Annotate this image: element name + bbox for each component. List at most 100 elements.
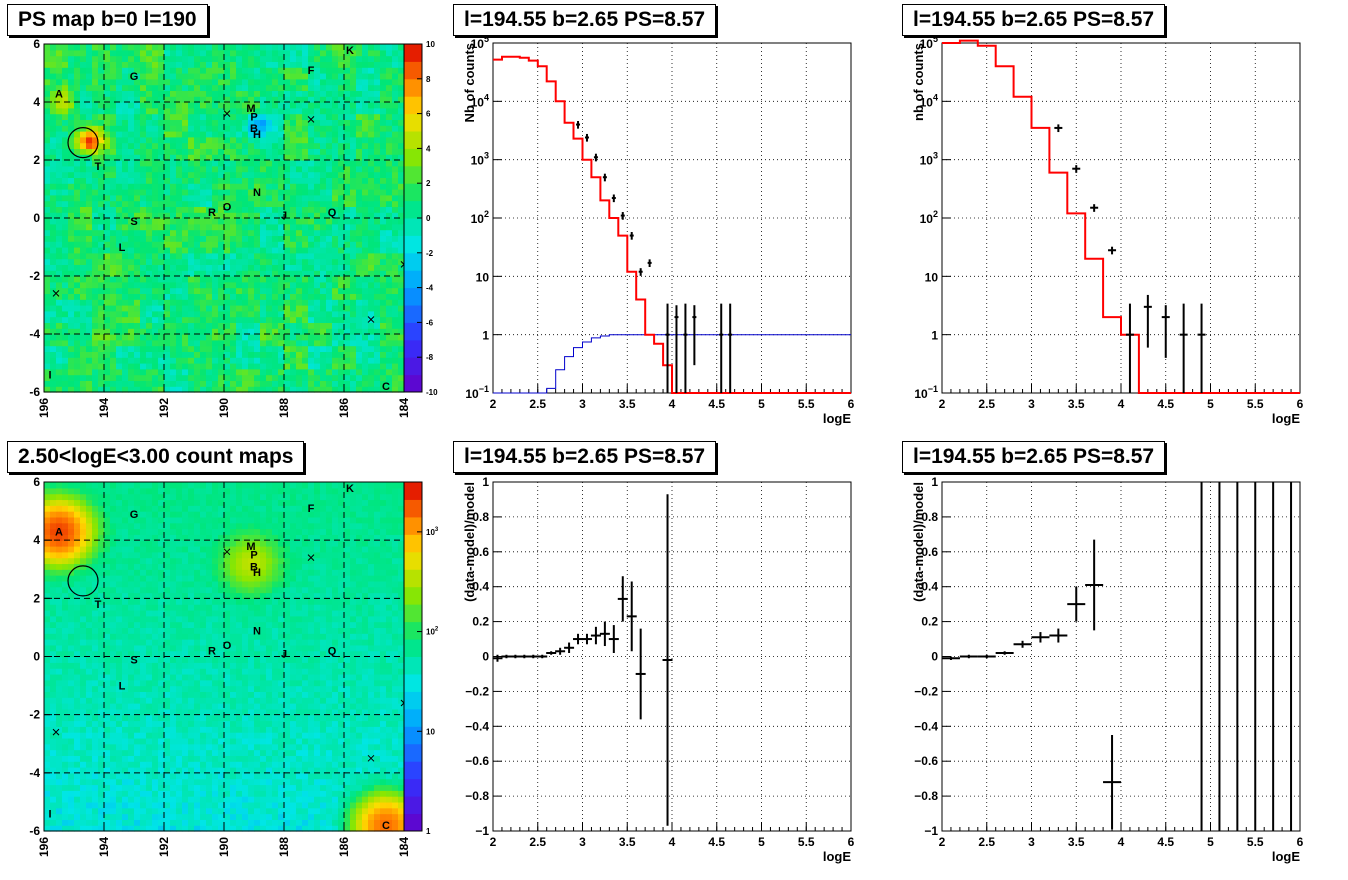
x-tick-label: 194: [97, 837, 111, 857]
y-tick-label: 0.2: [472, 615, 489, 629]
source-label: T: [95, 161, 102, 173]
psmap-title: PS map b=0 l=190: [7, 4, 208, 36]
colorbar-cell: [404, 482, 422, 500]
x-tick-label: 196: [37, 398, 51, 418]
source-label: J: [281, 210, 287, 222]
y-tick-label: -6: [29, 385, 40, 399]
colorbar-label: 6: [426, 110, 431, 119]
source-label: G: [130, 71, 139, 83]
source-label: P: [250, 550, 257, 562]
y-tick-label: 6: [33, 37, 40, 51]
colorbar-cell: [404, 726, 422, 744]
source-label: I: [48, 809, 51, 821]
spec2-title: l=194.55 b=2.65 PS=8.57: [902, 4, 1165, 36]
x-tick-label: 2: [490, 835, 497, 849]
x-tick-label: 5: [758, 835, 765, 849]
x-tick-label: 188: [277, 398, 291, 418]
source-label: N: [253, 625, 261, 637]
source-label: P: [250, 112, 257, 124]
x-tick-label: 5.5: [1247, 835, 1264, 849]
x-tick-label: 190: [217, 837, 231, 857]
source-label: Q: [328, 646, 337, 658]
colorbar-cell: [404, 183, 422, 201]
source-label: A: [55, 88, 63, 100]
y-tick-label: 103: [920, 151, 938, 168]
source-label: T: [95, 599, 102, 611]
colorbar-cell: [404, 288, 422, 306]
source-label: R: [208, 207, 216, 219]
x-axis-label: logE: [823, 849, 851, 864]
x-tick-label: 184: [397, 398, 411, 418]
x-tick-label: 192: [157, 837, 171, 857]
x-tick-label: 3.5: [1068, 835, 1085, 849]
y-tick-label: −1: [475, 824, 489, 838]
colorbar-cell: [404, 779, 422, 797]
resid1-title: l=194.55 b=2.65 PS=8.57: [453, 441, 716, 473]
y-tick-label: -4: [29, 766, 40, 780]
y-tick-label: 1: [482, 475, 489, 489]
y-tick-label: 0: [482, 650, 489, 664]
x-tick-label: 2: [939, 397, 946, 411]
x-tick-label: 2: [939, 835, 946, 849]
x-tick-label: 3.5: [619, 835, 636, 849]
y-tick-label: 4: [33, 533, 40, 547]
y-tick-label: -2: [29, 708, 40, 722]
colorbar-cell: [404, 534, 422, 552]
colorbar-label: 2: [426, 179, 431, 188]
source-label: N: [253, 187, 261, 199]
source-label: O: [223, 640, 232, 652]
x-tick-label: 3: [1028, 835, 1035, 849]
x-tick-label: 4: [1118, 397, 1125, 411]
y-tick-label: −0.2: [914, 684, 938, 698]
colorbar-cell: [404, 114, 422, 132]
colorbar-cell: [404, 709, 422, 727]
x-axis-label: logE: [1272, 411, 1300, 426]
source-label: S: [130, 654, 137, 666]
model-red-line: [942, 41, 1300, 393]
x-tick-label: 5.5: [1247, 397, 1264, 411]
y-tick-label: 1: [931, 475, 938, 489]
colorbar-cell: [404, 375, 422, 393]
x-tick-label: 190: [217, 398, 231, 418]
x-tick-label: 194: [97, 398, 111, 418]
x-tick-label: 3.5: [619, 397, 636, 411]
colorbar-label: -2: [426, 249, 434, 258]
y-tick-label: 4: [33, 95, 40, 109]
y-axis-label: (data-model)/model: [911, 482, 926, 602]
countmap-title: 2.50<logE<3.00 count maps: [7, 441, 304, 473]
x-axis-label: logE: [1272, 849, 1300, 864]
colorbar-cell: [404, 131, 422, 149]
y-tick-label: -4: [29, 327, 40, 341]
colorbar-cell: [404, 44, 422, 62]
source-label: R: [208, 646, 216, 658]
colorbar-cell: [404, 622, 422, 640]
x-tick-label: 196: [37, 837, 51, 857]
x-tick-label: 4.5: [1157, 835, 1174, 849]
resid2-title: l=194.55 b=2.65 PS=8.57: [902, 441, 1165, 473]
y-tick-label: 0: [931, 650, 938, 664]
colorbar-cell: [404, 201, 422, 219]
colorbar-label: 10: [426, 727, 435, 736]
source-label: F: [308, 503, 315, 515]
x-tick-label: 5: [1207, 397, 1214, 411]
colorbar-cell: [404, 61, 422, 79]
y-tick-label: 10−1: [914, 384, 938, 401]
y-tick-label: 0: [33, 211, 40, 225]
y-tick-label: −0.8: [914, 789, 938, 803]
x-tick-label: 6: [848, 397, 855, 411]
colorbar-cell: [404, 691, 422, 709]
source-label: S: [130, 216, 137, 228]
colorbar-cell: [404, 569, 422, 587]
y-tick-label: −1: [924, 824, 938, 838]
y-tick-label: 10−1: [465, 384, 489, 401]
y-tick-label: −0.8: [465, 789, 489, 803]
x-tick-label: 2.5: [978, 397, 995, 411]
plot-grid: [942, 43, 1300, 393]
y-tick-label: 2: [33, 591, 40, 605]
y-tick-label: 102: [920, 209, 938, 226]
x-tick-label: 6: [1297, 835, 1304, 849]
